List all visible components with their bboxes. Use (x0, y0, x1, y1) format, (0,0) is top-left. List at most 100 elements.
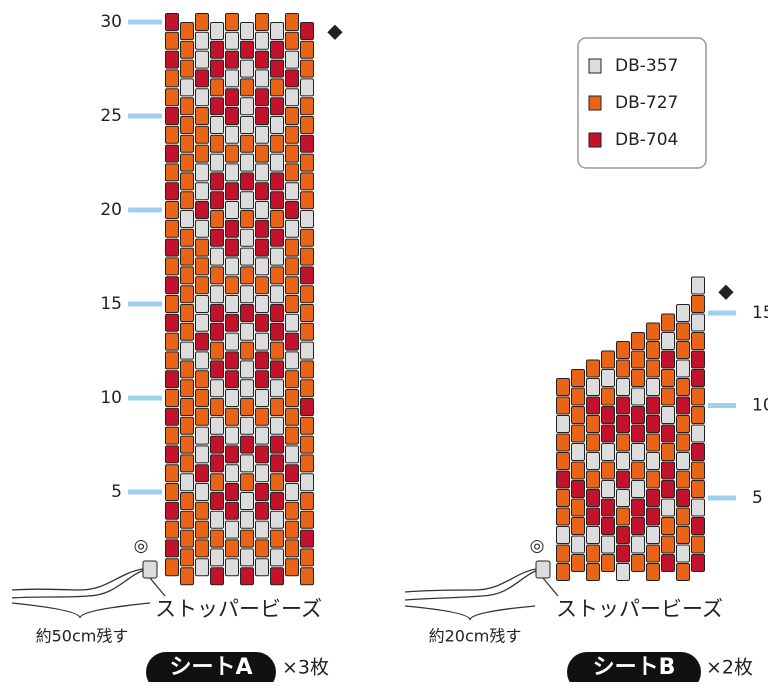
bead (300, 153, 314, 172)
bead (571, 535, 585, 554)
bead (240, 59, 254, 78)
bead (195, 144, 209, 163)
bead (165, 88, 179, 107)
bead (210, 266, 224, 285)
bead (661, 443, 675, 461)
bead (270, 285, 284, 304)
legend-label: DB-357 (615, 56, 678, 76)
bead (165, 182, 179, 201)
bead (601, 387, 615, 406)
bead (616, 415, 630, 433)
bead (165, 69, 179, 88)
bead (270, 492, 284, 510)
bead (210, 322, 224, 341)
bead (180, 473, 194, 492)
bead (646, 359, 660, 378)
bead (165, 125, 179, 144)
bead (165, 219, 179, 238)
bead (691, 276, 705, 295)
bead (165, 201, 179, 219)
bead (195, 464, 209, 483)
bead (225, 257, 239, 276)
bead (255, 426, 269, 445)
bead (195, 163, 209, 182)
bead (165, 445, 179, 464)
bead (225, 107, 239, 125)
legend-label: DB-727 (615, 93, 678, 113)
bead (180, 210, 194, 228)
bead (661, 369, 675, 387)
bead (180, 548, 194, 567)
bead (270, 304, 284, 322)
bead (165, 163, 179, 182)
bead (601, 554, 615, 572)
bead (556, 470, 570, 489)
thread-label: 約50cm残す (36, 627, 129, 646)
bead (646, 489, 660, 507)
bead (165, 332, 179, 351)
bead (285, 257, 299, 276)
bead (210, 191, 224, 210)
bead (676, 396, 690, 415)
bead (195, 257, 209, 276)
bead (285, 125, 299, 144)
bead (631, 443, 645, 461)
bead (240, 40, 254, 59)
bead (255, 107, 269, 125)
bead (616, 452, 630, 470)
bead (165, 501, 179, 520)
bead (691, 332, 705, 350)
stopper-bead (535, 560, 551, 579)
bead (270, 228, 284, 247)
bead (195, 125, 209, 144)
bead (195, 182, 209, 201)
bead (255, 219, 269, 238)
bead (285, 88, 299, 107)
bead (676, 322, 690, 341)
bead (255, 69, 269, 88)
bead (225, 219, 239, 238)
bead (195, 219, 209, 238)
bead (676, 433, 690, 452)
bead (210, 285, 224, 304)
bead (225, 520, 239, 539)
legend-label: DB-704 (615, 130, 678, 150)
bead (586, 359, 600, 378)
bead (601, 480, 615, 498)
bead (300, 473, 314, 492)
bead (195, 351, 209, 370)
bead (646, 322, 660, 341)
bead (210, 210, 224, 228)
row-label: 25 (100, 106, 122, 126)
bead (586, 489, 600, 507)
bead (285, 520, 299, 539)
bead (240, 134, 254, 153)
bead (210, 492, 224, 510)
row-label: 15 (752, 303, 768, 323)
bead (616, 470, 630, 489)
bead (225, 389, 239, 407)
bead (240, 191, 254, 210)
bead (195, 445, 209, 464)
bead (210, 341, 224, 360)
bead (285, 464, 299, 483)
bead (285, 182, 299, 201)
bead (165, 276, 179, 295)
bead (180, 153, 194, 172)
bead (631, 406, 645, 424)
bead (180, 341, 194, 360)
bead (631, 424, 645, 443)
bead (180, 567, 194, 586)
bead (691, 350, 705, 369)
bead (210, 97, 224, 116)
bead (210, 398, 224, 416)
bead (586, 544, 600, 563)
bead (571, 406, 585, 424)
bead (646, 544, 660, 563)
bead (285, 69, 299, 88)
bead (165, 257, 179, 276)
bead (180, 228, 194, 247)
bead (285, 50, 299, 69)
bead (646, 415, 660, 433)
